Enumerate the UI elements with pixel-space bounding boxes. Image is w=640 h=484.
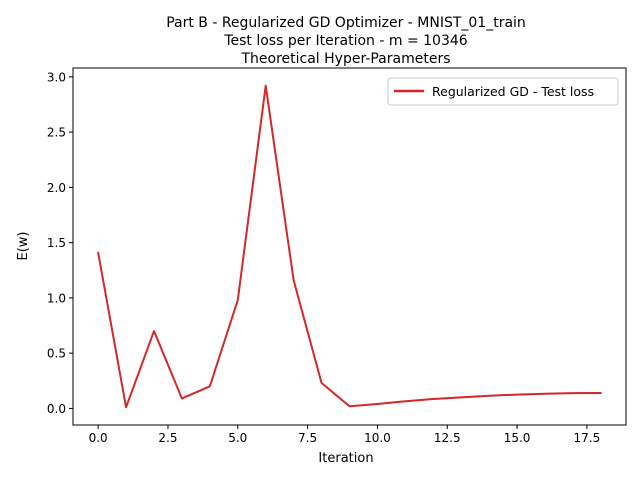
y-tick-label: 1.5 <box>47 236 66 250</box>
y-tick-label: 2.5 <box>47 126 66 140</box>
x-axis-label: Iteration <box>318 451 373 466</box>
x-tick-label: 5.0 <box>228 431 247 445</box>
y-axis-label: E(w) <box>16 232 31 261</box>
y-tick-label: 1.0 <box>47 291 66 305</box>
x-tick-label: 12.5 <box>434 431 461 445</box>
x-tick-label: 2.5 <box>158 431 177 445</box>
x-tick-label: 7.5 <box>298 431 317 445</box>
y-tick-label: 2.0 <box>47 181 66 195</box>
x-tick-label: 15.0 <box>504 431 531 445</box>
y-tick-label: 0.5 <box>47 347 66 361</box>
chart-title-line-3: Theoretical Hyper-Parameters <box>240 51 450 67</box>
chart-title-line-1: Part B - Regularized GD Optimizer - MNIS… <box>166 15 526 31</box>
x-axis-ticks: 0.0 2.5 5.0 7.5 10.0 12.5 15.0 17.5 <box>89 425 601 445</box>
legend-label: Regularized GD - Test loss <box>432 84 594 99</box>
legend-box <box>387 77 619 106</box>
x-tick-label: 0.0 <box>89 431 108 445</box>
legend: Regularized GD - Test loss <box>387 77 619 106</box>
plot-frame <box>72 67 627 426</box>
x-tick-label: 17.5 <box>574 431 601 445</box>
series-line <box>97 84 602 409</box>
y-axis-ticks: 0.0 0.5 1.0 1.5 2.0 2.5 3.0 <box>47 70 73 416</box>
y-tick-label: 3.0 <box>47 70 66 84</box>
chart-title-line-2: Test loss per Iteration - m = 10346 <box>223 33 467 49</box>
y-tick-label: 0.0 <box>47 402 66 416</box>
series-layer <box>97 84 602 409</box>
x-tick-label: 10.0 <box>364 431 391 445</box>
